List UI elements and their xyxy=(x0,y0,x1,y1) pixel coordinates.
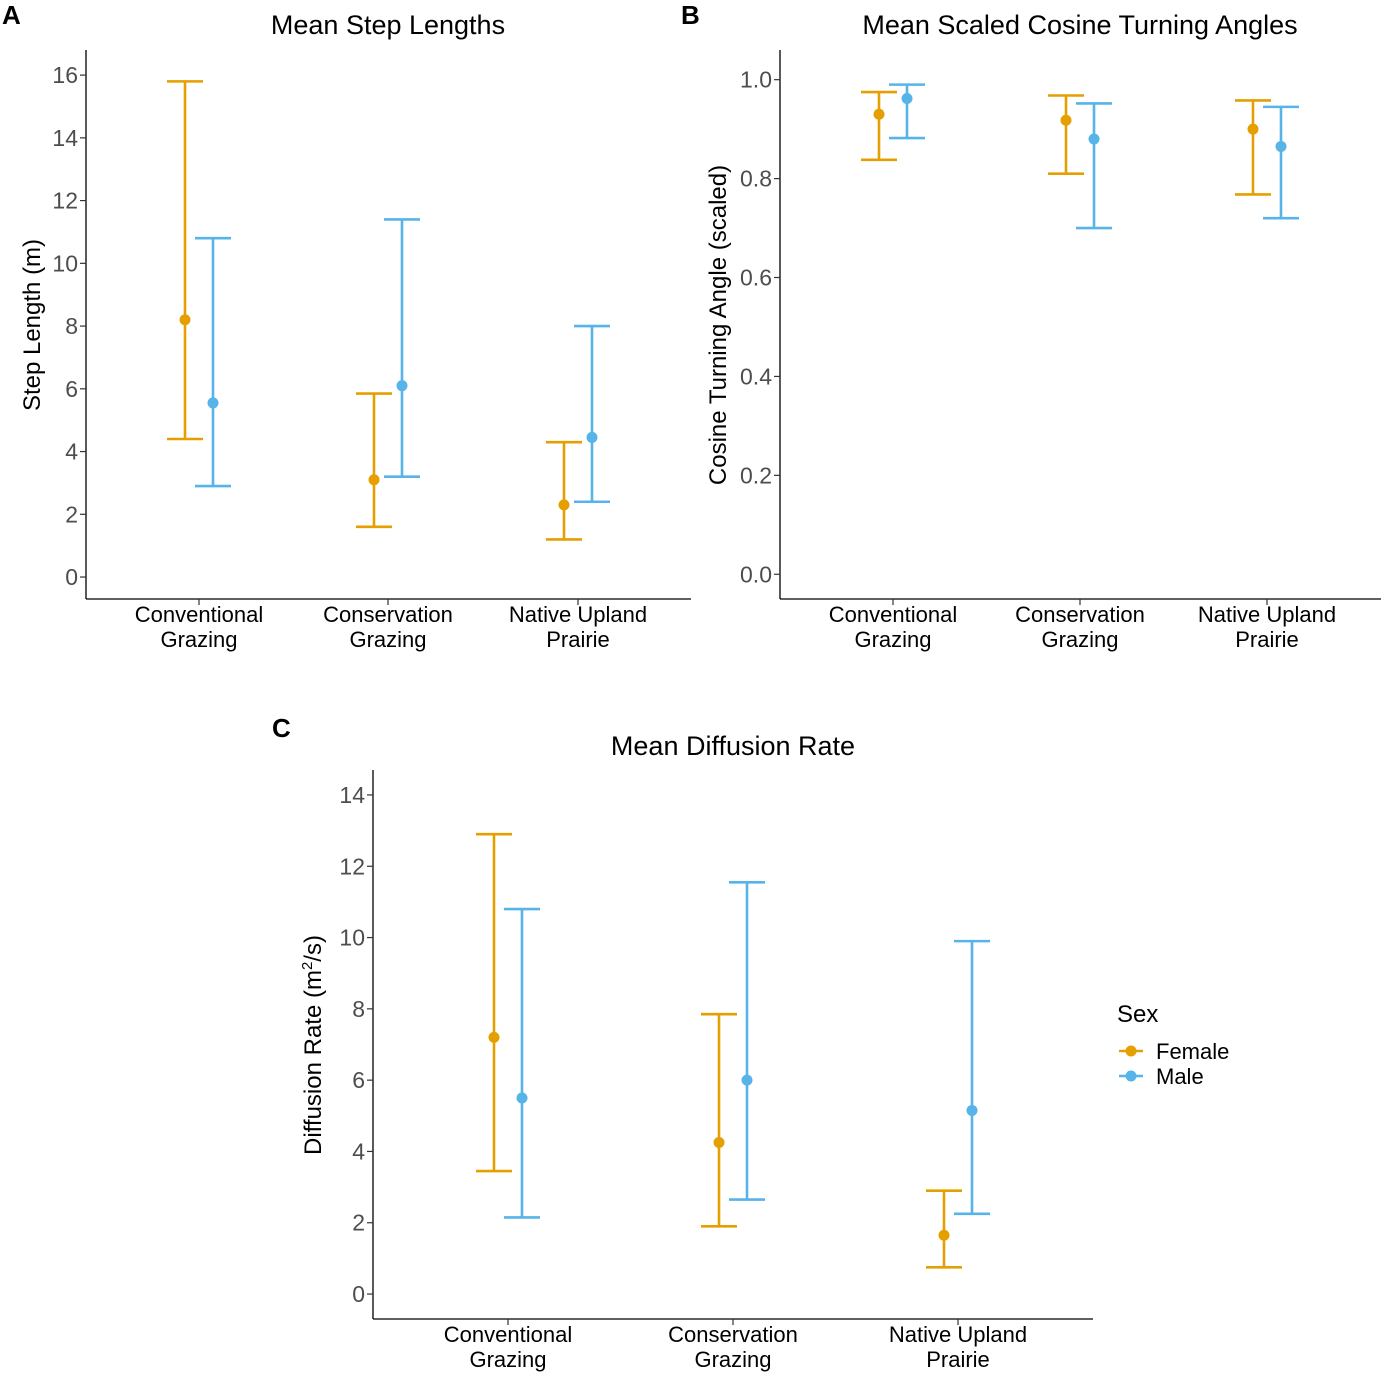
panel-c-x-tick-label: Conventional Grazing xyxy=(444,1322,572,1372)
panel-a-x-tick-label-line: Grazing xyxy=(160,627,237,652)
panel-a-x-tick-label-line: Native Upland xyxy=(509,602,647,627)
panel-a-x-tick-label-line: Conventional xyxy=(135,602,263,627)
panel-b-x-tick-label: Native Upland Prairie xyxy=(1198,602,1336,652)
panel-c-y-axis-label-sup: 2 xyxy=(299,962,316,970)
panel-a-y-tick-label: 14 xyxy=(52,125,78,151)
panel-a-y-tick-label: 10 xyxy=(52,250,78,276)
panel-a-y-tick-label: 0 xyxy=(65,564,78,590)
panel-c-y-tick-label: 12 xyxy=(339,853,365,879)
panel-a-y-tick-label: 12 xyxy=(52,188,78,214)
panel-b-x-tick-label-line: Prairie xyxy=(1235,627,1299,652)
panel-a-y-tick-label: 4 xyxy=(65,439,78,465)
panel-b-male-mean-point xyxy=(1088,133,1100,145)
panel-c-male-mean-point xyxy=(741,1074,753,1086)
panel-c-female-mean-point xyxy=(488,1031,500,1043)
panel-b-male-mean-point xyxy=(901,92,913,104)
panel-b-x-tick-label-line: Grazing xyxy=(1041,627,1118,652)
panel-letter-a: A xyxy=(2,0,21,30)
panel-b-x-tick-label-line: Grazing xyxy=(854,627,931,652)
panel-b-y-axis-label: Cosine Turning Angle (scaled) xyxy=(705,165,732,485)
panel-a-y-tick-label: 8 xyxy=(65,313,78,339)
panel-b-female-mean-point xyxy=(873,108,885,120)
panel-a-x-tick-label-line: Conservation xyxy=(323,602,453,627)
legend-swatch-female-point xyxy=(1125,1045,1137,1057)
panel-a-x-tick-label-line: Grazing xyxy=(349,627,426,652)
panel-c-y-tick-label: 6 xyxy=(352,1067,365,1093)
panel-b-turning-angles: B Mean Scaled Cosine Turning Angles Cosi… xyxy=(681,0,1381,652)
panel-a-female-mean-point xyxy=(179,314,191,326)
legend-title: Sex xyxy=(1117,1001,1158,1028)
panel-c-male-mean-point xyxy=(516,1092,528,1104)
panel-b-female-mean-point xyxy=(1060,114,1072,126)
legend-item-male: Male xyxy=(1119,1064,1204,1089)
panel-c-male-mean-point xyxy=(966,1104,978,1116)
panel-letter-c: C xyxy=(272,713,291,743)
panel-c-diffusion-rate: C Mean Diffusion Rate Diffusion Rate (m2… xyxy=(272,713,1093,1372)
panel-a-x-tick-label: Conventional Grazing xyxy=(135,602,263,652)
panel-a-title: Mean Step Lengths xyxy=(271,10,505,40)
panel-a-y-tick-label: 6 xyxy=(65,376,78,402)
panel-letter-b: B xyxy=(681,0,700,30)
panel-b-title: Mean Scaled Cosine Turning Angles xyxy=(862,10,1297,40)
panel-c-title: Mean Diffusion Rate xyxy=(611,731,855,761)
panel-c-y-tick-label: 8 xyxy=(352,996,365,1022)
panel-b-male-mean-point xyxy=(1275,140,1287,152)
panel-a-y-tick-label: 16 xyxy=(52,62,78,88)
panel-c-x-tick-label-line: Grazing xyxy=(694,1347,771,1372)
panel-a-x-tick-label-line: Prairie xyxy=(546,627,610,652)
panel-b-y-tick-label: 0.8 xyxy=(740,166,772,192)
panel-b-y-tick-label: 0.6 xyxy=(740,265,772,291)
panel-b-y-tick-label: 0.2 xyxy=(740,462,772,488)
panel-b-x-tick-label: Conventional Grazing xyxy=(829,602,957,652)
panel-b-y-axis-label-text: Cosine Turning Angle (scaled) xyxy=(705,165,732,485)
legend-swatch-male-point xyxy=(1125,1070,1137,1082)
panel-b-y-tick-label: 0.0 xyxy=(740,561,772,587)
panel-a-female-mean-point xyxy=(368,474,380,486)
legend-label-male: Male xyxy=(1156,1064,1204,1089)
panel-c-female-mean-point xyxy=(938,1229,950,1241)
panel-c-x-tick-label: Native Upland Prairie xyxy=(889,1322,1027,1372)
panel-c-x-tick-label-line: Conventional xyxy=(444,1322,572,1347)
panel-a-male-mean-point xyxy=(207,397,219,409)
panel-a-male-mean-point xyxy=(396,380,408,392)
panel-a-y-axis-label-text: Step Length (m) xyxy=(19,239,46,411)
panel-a-y-tick-label: 2 xyxy=(65,501,78,527)
panel-a-male-mean-point xyxy=(586,431,598,443)
panel-a-x-tick-label: Conservation Grazing xyxy=(323,602,453,652)
legend: Sex Female Male xyxy=(1117,1001,1229,1089)
panel-b-x-tick-label-line: Native Upland xyxy=(1198,602,1336,627)
panel-c-y-axis-label-tail: /s) xyxy=(300,935,327,962)
panel-c-y-tick-label: 14 xyxy=(339,782,365,808)
panel-c-x-tick-label: Conservation Grazing xyxy=(668,1322,798,1372)
legend-item-female: Female xyxy=(1119,1039,1229,1064)
panel-b-x-tick-label: Conservation Grazing xyxy=(1015,602,1145,652)
panel-b-x-tick-label-line: Conventional xyxy=(829,602,957,627)
panel-b-y-tick-label: 0.4 xyxy=(740,363,772,389)
panel-b-x-tick-label-line: Conservation xyxy=(1015,602,1145,627)
panel-c-y-tick-label: 4 xyxy=(352,1138,365,1164)
panel-b-female-mean-point xyxy=(1247,123,1259,135)
legend-label-female: Female xyxy=(1156,1039,1229,1064)
panel-c-x-tick-label-line: Native Upland xyxy=(889,1322,1027,1347)
panel-c-x-tick-label-line: Conservation xyxy=(668,1322,798,1347)
panel-c-y-axis-label-text: Diffusion Rate (m xyxy=(300,970,327,1155)
panel-c-y-tick-label: 0 xyxy=(352,1281,365,1307)
panel-a-x-tick-label: Native Upland Prairie xyxy=(509,602,647,652)
panel-c-y-tick-label: 2 xyxy=(352,1210,365,1236)
panel-b-y-tick-label: 1.0 xyxy=(740,67,772,93)
panel-c-female-mean-point xyxy=(713,1137,725,1149)
panel-a-y-axis-label: Step Length (m) xyxy=(19,239,46,411)
panel-c-x-tick-label-line: Prairie xyxy=(926,1347,990,1372)
panel-c-x-tick-label-line: Grazing xyxy=(469,1347,546,1372)
panel-c-y-tick-label: 10 xyxy=(339,925,365,951)
panel-a-step-lengths: A Mean Step Lengths Step Length (m) 0 2 4 6… xyxy=(2,0,691,652)
panel-c-y-axis-label: Diffusion Rate (m2/s) xyxy=(299,935,327,1155)
panel-a-female-mean-point xyxy=(558,499,570,511)
